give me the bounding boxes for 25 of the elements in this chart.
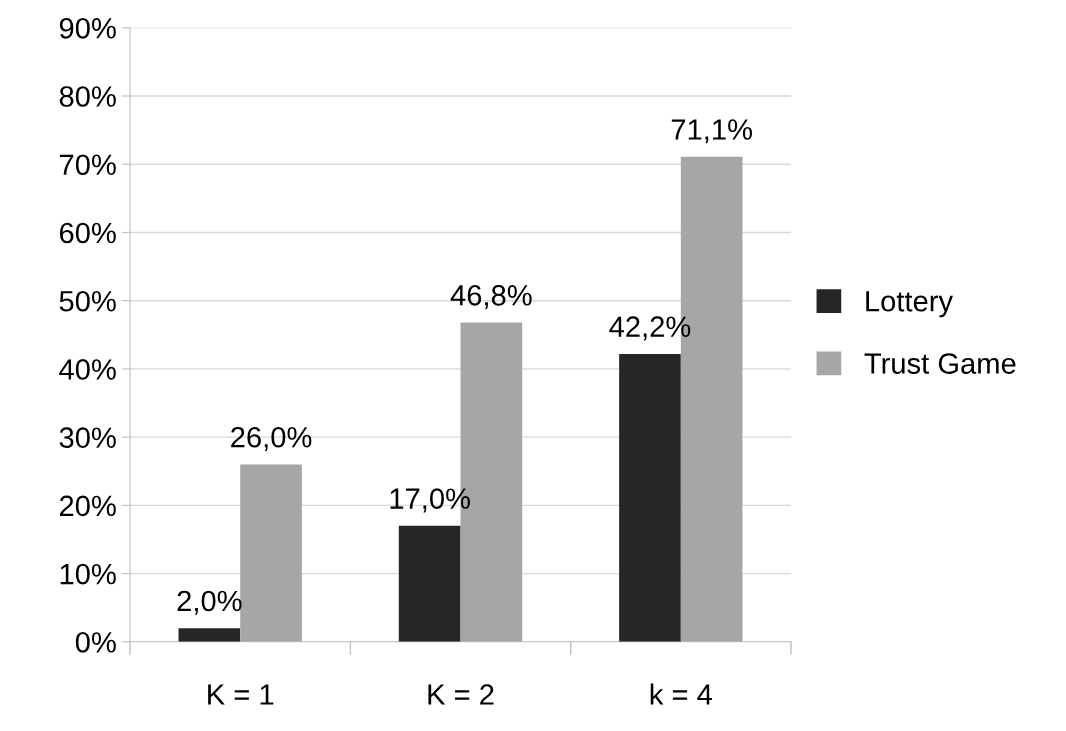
bar (619, 353, 681, 642)
y-tick-label: 60% (59, 222, 116, 244)
x-tick-label: k = 4 (650, 683, 712, 705)
data-label: 46,8% (450, 284, 532, 310)
y-tick-label: 90% (59, 17, 116, 39)
y-tick-label: 0% (75, 632, 116, 653)
y-tick-label: 40% (59, 359, 116, 380)
bar (398, 525, 461, 642)
data-label: 26,0% (231, 426, 312, 451)
y-tick-label: 70% (59, 154, 116, 176)
bar (178, 628, 241, 642)
bar (240, 464, 302, 642)
y-tick-label: 10% (60, 563, 116, 585)
data-label: 71,1% (671, 119, 752, 144)
y-tick-label: 30% (59, 427, 116, 448)
y-tick-label: 80% (59, 86, 116, 107)
y-tick-label: 20% (59, 495, 116, 517)
x-tick-label: K = 1 (208, 684, 274, 705)
data-label: 42,2% (609, 316, 691, 341)
data-label: 2,0% (177, 590, 242, 615)
y-tick-label: 50% (59, 290, 116, 312)
legend-label: Trust Game (864, 353, 1016, 374)
legend-label: Lottery (866, 291, 953, 318)
x-tick-label: K = 2 (428, 684, 494, 705)
data-label: 17,0% (390, 488, 470, 513)
